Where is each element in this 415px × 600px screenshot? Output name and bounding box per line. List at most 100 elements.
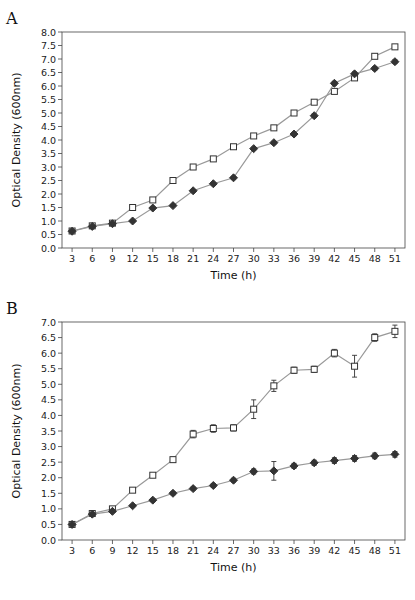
point bbox=[392, 328, 398, 334]
y-tick bbox=[58, 113, 62, 114]
x-tick bbox=[152, 540, 153, 544]
point bbox=[310, 112, 318, 120]
y-tick-label: 2.0 bbox=[41, 189, 56, 200]
error-bar bbox=[211, 425, 216, 432]
x-tick bbox=[233, 540, 234, 544]
point bbox=[251, 406, 257, 412]
x-tick bbox=[112, 248, 113, 252]
y-tick-label: 0.0 bbox=[41, 243, 56, 254]
point bbox=[310, 459, 318, 467]
x-tick-label: 15 bbox=[147, 545, 159, 556]
y-tick-label: 8.0 bbox=[41, 27, 56, 38]
y-tick-label: 6.0 bbox=[41, 348, 56, 359]
point bbox=[130, 487, 136, 493]
x-tick-label: 51 bbox=[389, 545, 401, 556]
plot-frame bbox=[62, 322, 405, 540]
x-tick-label: 18 bbox=[167, 253, 179, 264]
series-line bbox=[72, 47, 395, 231]
y-tick bbox=[58, 59, 62, 60]
y-tick bbox=[58, 493, 62, 494]
y-tick-label: 3.0 bbox=[41, 162, 56, 173]
error-bar bbox=[312, 366, 317, 372]
x-tick bbox=[193, 540, 194, 544]
x-tick-label: 33 bbox=[268, 545, 280, 556]
x-tick-label: 3 bbox=[69, 253, 75, 264]
point bbox=[230, 476, 238, 484]
series-line bbox=[72, 454, 395, 524]
x-tick-label: 21 bbox=[187, 545, 199, 556]
x-tick bbox=[394, 540, 395, 544]
point bbox=[88, 510, 96, 518]
point bbox=[209, 180, 217, 188]
y-tick bbox=[58, 431, 62, 432]
x-axis-label: Time (h) bbox=[210, 561, 257, 574]
x-tick-label: 9 bbox=[109, 545, 115, 556]
point bbox=[330, 457, 338, 465]
y-tick-label: 4.0 bbox=[41, 410, 56, 421]
error-bar bbox=[271, 380, 276, 391]
y-tick-label: 3.5 bbox=[41, 426, 56, 437]
y-tick-label: 5.5 bbox=[41, 94, 56, 105]
point bbox=[108, 507, 116, 515]
point bbox=[169, 202, 177, 210]
y-tick-label: 4.5 bbox=[41, 121, 56, 132]
x-tick-label: 27 bbox=[227, 253, 239, 264]
point bbox=[149, 204, 157, 212]
point bbox=[271, 383, 277, 389]
y-axis-label: Optical Density (600nm) bbox=[10, 73, 23, 208]
point bbox=[391, 450, 399, 458]
point bbox=[189, 485, 197, 493]
y-tick bbox=[58, 207, 62, 208]
point bbox=[68, 227, 76, 235]
point bbox=[311, 366, 317, 372]
x-tick-label: 24 bbox=[207, 545, 219, 556]
x-tick bbox=[354, 248, 355, 252]
y-tick-label: 5.5 bbox=[41, 363, 56, 374]
y-tick-label: 7.0 bbox=[41, 54, 56, 65]
x-tick bbox=[132, 248, 133, 252]
x-tick-label: 18 bbox=[167, 545, 179, 556]
panel: 0.00.51.01.52.02.53.03.54.04.55.05.56.06… bbox=[6, 299, 405, 574]
x-tick-label: 24 bbox=[207, 253, 219, 264]
x-tick bbox=[374, 248, 375, 252]
y-tick-label: 0.0 bbox=[41, 535, 56, 546]
y-tick bbox=[58, 462, 62, 463]
x-tick bbox=[253, 540, 254, 544]
point bbox=[130, 205, 136, 211]
y-tick bbox=[58, 477, 62, 478]
error-bar bbox=[170, 457, 175, 462]
x-tick bbox=[112, 540, 113, 544]
x-tick bbox=[294, 540, 295, 544]
x-tick-label: 51 bbox=[389, 253, 401, 264]
x-tick-label: 27 bbox=[227, 545, 239, 556]
data-area bbox=[68, 44, 399, 235]
point bbox=[372, 335, 378, 341]
point bbox=[352, 363, 358, 369]
x-tick-label: 45 bbox=[349, 253, 361, 264]
x-tick-label: 36 bbox=[288, 253, 300, 264]
y-tick bbox=[58, 415, 62, 416]
y-tick-label: 2.5 bbox=[41, 457, 56, 468]
y-tick bbox=[58, 399, 62, 400]
x-tick-label: 30 bbox=[248, 253, 260, 264]
x-axis-label: Time (h) bbox=[210, 269, 257, 282]
y-tick bbox=[58, 353, 62, 354]
point bbox=[371, 64, 379, 72]
x-tick-label: 6 bbox=[89, 545, 95, 556]
y-tick bbox=[58, 167, 62, 168]
x-tick-label: 30 bbox=[248, 545, 260, 556]
x-tick bbox=[152, 248, 153, 252]
y-tick bbox=[58, 153, 62, 154]
point bbox=[210, 426, 216, 432]
point bbox=[169, 489, 177, 497]
y-tick bbox=[58, 248, 62, 249]
x-tick bbox=[314, 248, 315, 252]
point bbox=[150, 472, 156, 478]
point bbox=[392, 44, 398, 50]
point bbox=[170, 457, 176, 463]
x-tick bbox=[334, 248, 335, 252]
y-tick-label: 5.0 bbox=[41, 379, 56, 390]
x-tick bbox=[132, 540, 133, 544]
y-tick bbox=[58, 194, 62, 195]
error-bar bbox=[231, 425, 236, 431]
